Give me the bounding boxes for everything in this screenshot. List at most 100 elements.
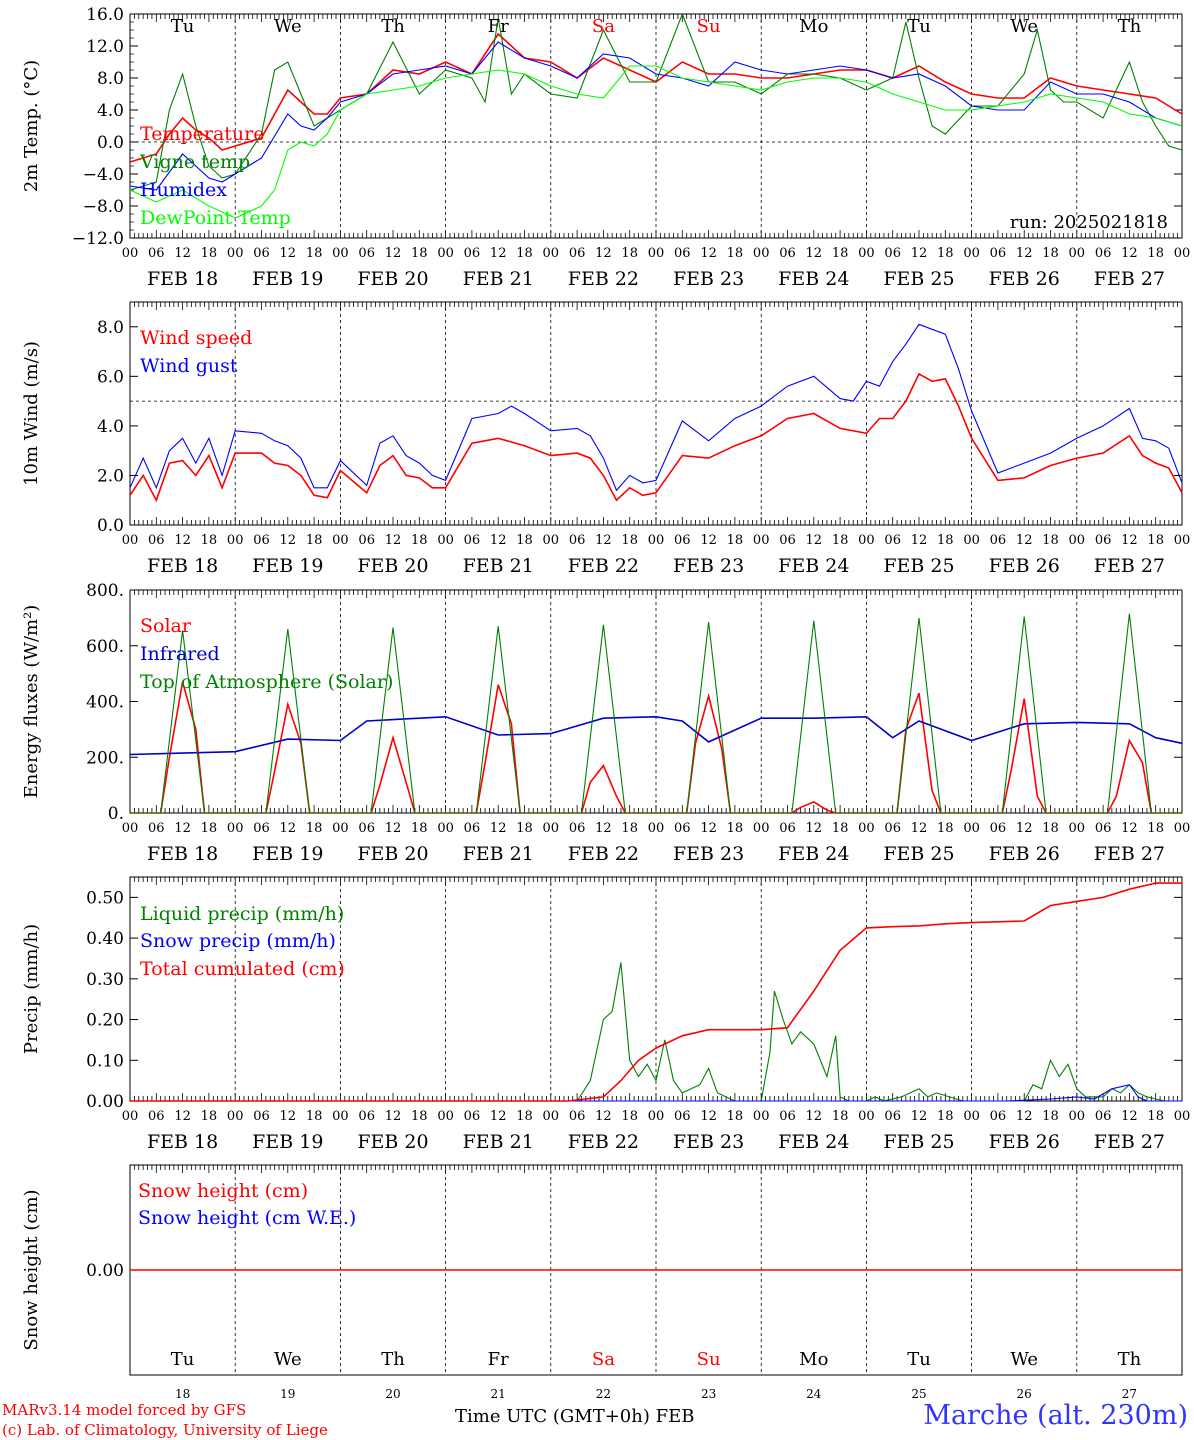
series-line-snow-precip-mm-h- — [130, 1084, 1182, 1102]
month-label: FEB — [655, 1406, 695, 1427]
hour-tick-label: 00 — [753, 1109, 770, 1124]
hour-tick-label: 12 — [806, 1109, 823, 1124]
hour-tick-label: 12 — [174, 533, 191, 548]
hour-tick-label: 12 — [1016, 533, 1033, 548]
hour-tick-label: 12 — [1121, 821, 1138, 836]
hour-tick-label: 00 — [858, 246, 875, 261]
day-number-label: 19 — [280, 1387, 295, 1401]
panel-precip: 0.50 0.40 0.30 0.20 0.10 0.00 Precip (mm/h) Liq… — [21, 876, 1190, 1153]
hour-tick-label: 18 — [621, 533, 638, 548]
hour-tick-label: 18 — [832, 821, 849, 836]
hour-tick-label: 00 — [332, 533, 349, 548]
hour-tick-label: 06 — [358, 246, 375, 261]
hour-tick-label: 18 — [516, 821, 533, 836]
hour-tick-label: 06 — [674, 533, 691, 548]
hour-tick-label: 06 — [569, 1109, 586, 1124]
hour-tick-label: 12 — [490, 533, 507, 548]
hour-tick-label: 18 — [516, 533, 533, 548]
legend-entry: Temperature — [140, 123, 264, 145]
day-abbr-label: Fr — [488, 16, 509, 37]
legend-entry: Top of Atmosphere (Solar) — [140, 671, 393, 693]
y-axis-label: Snow height (cm) — [21, 1189, 42, 1350]
legend-entry: Wind speed — [140, 327, 252, 349]
hour-tick-label: 00 — [227, 821, 244, 836]
date-label: FEB 18 — [147, 843, 218, 865]
hour-tick-label: 18 — [1042, 1109, 1059, 1124]
legend-entry: Vigne temp — [139, 151, 250, 173]
y-tick-label: −12.0 — [72, 229, 124, 249]
series-line-wind-gust — [129, 323, 1183, 492]
hour-tick-label: 12 — [595, 533, 612, 548]
hour-tick-label: 06 — [358, 821, 375, 836]
hour-tick-label: 12 — [700, 246, 717, 261]
day-abbr-label: Th — [381, 16, 405, 37]
day-number-label: 18 — [175, 1387, 190, 1401]
series-line-infrared — [129, 715, 1183, 756]
date-label: FEB 23 — [673, 843, 744, 865]
y-tick-label: 0.30 — [86, 970, 124, 990]
hour-tick-label: 12 — [700, 533, 717, 548]
hour-tick-label: 06 — [990, 821, 1007, 836]
hour-tick-label: 18 — [1147, 533, 1164, 548]
hour-tick-label: 00 — [122, 1109, 139, 1124]
hour-tick-label: 00 — [437, 1109, 454, 1124]
series-line-vigne-temp — [129, 12, 1183, 191]
hour-tick-label: 06 — [464, 821, 481, 836]
hour-tick-label: 12 — [700, 1109, 717, 1124]
hour-tick-label: 06 — [779, 246, 796, 261]
y-tick-label: 0.0 — [97, 516, 124, 536]
hour-tick-label: 00 — [543, 533, 560, 548]
series-line-total-cumulated-cm- — [130, 882, 1182, 1102]
hour-tick-label: 00 — [963, 246, 980, 261]
day-number-label: 22 — [596, 1387, 611, 1401]
hour-tick-label: 12 — [806, 821, 823, 836]
date-label: FEB 24 — [778, 555, 849, 577]
hour-tick-label: 12 — [385, 533, 402, 548]
day-abbr-label: Th — [381, 1349, 405, 1370]
hour-tick-label: 18 — [832, 246, 849, 261]
day-abbr-label: Su — [697, 1349, 721, 1370]
day-number-label: 27 — [1122, 1387, 1137, 1401]
date-label: FEB 25 — [883, 555, 954, 577]
hour-tick-label: 06 — [569, 246, 586, 261]
hour-tick-label: 00 — [227, 1109, 244, 1124]
hour-tick-label: 12 — [911, 821, 928, 836]
hour-tick-label: 18 — [727, 246, 744, 261]
hour-tick-label: 00 — [963, 821, 980, 836]
y-tick-label: 0.0 — [97, 133, 124, 153]
legend-entry: Snow precip (mm/h) — [140, 930, 336, 952]
date-label: FEB 26 — [989, 268, 1060, 290]
y-axis-label: Precip (mm/h) — [21, 924, 42, 1054]
hour-tick-label: 18 — [937, 821, 954, 836]
hour-tick-label: 12 — [1016, 821, 1033, 836]
hour-tick-label: 18 — [306, 533, 323, 548]
hour-tick-label: 06 — [464, 246, 481, 261]
day-abbr-label: Mo — [799, 1349, 828, 1370]
y-tick-label: −4.0 — [83, 165, 124, 185]
y-tick-label: 800. — [86, 581, 124, 601]
hour-tick-label: 00 — [753, 533, 770, 548]
y-tick-label: 400. — [86, 693, 124, 713]
plot-frame — [129, 13, 1183, 239]
hour-tick-label: 00 — [648, 821, 665, 836]
hour-tick-label: 00 — [1174, 533, 1191, 548]
date-label: FEB 26 — [989, 843, 1060, 865]
hour-tick-label: 06 — [358, 533, 375, 548]
hour-tick-label: 12 — [1016, 1109, 1033, 1124]
hour-tick-label: 12 — [595, 821, 612, 836]
hour-tick-label: 06 — [779, 821, 796, 836]
date-label: FEB 25 — [883, 268, 954, 290]
y-tick-label: 8.0 — [97, 69, 124, 89]
date-label: FEB 22 — [568, 555, 639, 577]
hour-tick-label: 18 — [937, 533, 954, 548]
y-tick-label: 16.0 — [86, 5, 124, 25]
hour-tick-label: 06 — [253, 1109, 270, 1124]
day-abbr-label: Mo — [799, 16, 828, 37]
model-credit: MARv3.14 model forced by GFS — [2, 1401, 247, 1419]
hour-tick-label: 12 — [490, 246, 507, 261]
hour-tick-label: 12 — [1121, 1109, 1138, 1124]
hour-tick-label: 06 — [674, 821, 691, 836]
hour-tick-label: 12 — [806, 533, 823, 548]
legend-entry: Snow height (cm) — [138, 1180, 308, 1202]
legend-entry: Infrared — [140, 643, 220, 665]
